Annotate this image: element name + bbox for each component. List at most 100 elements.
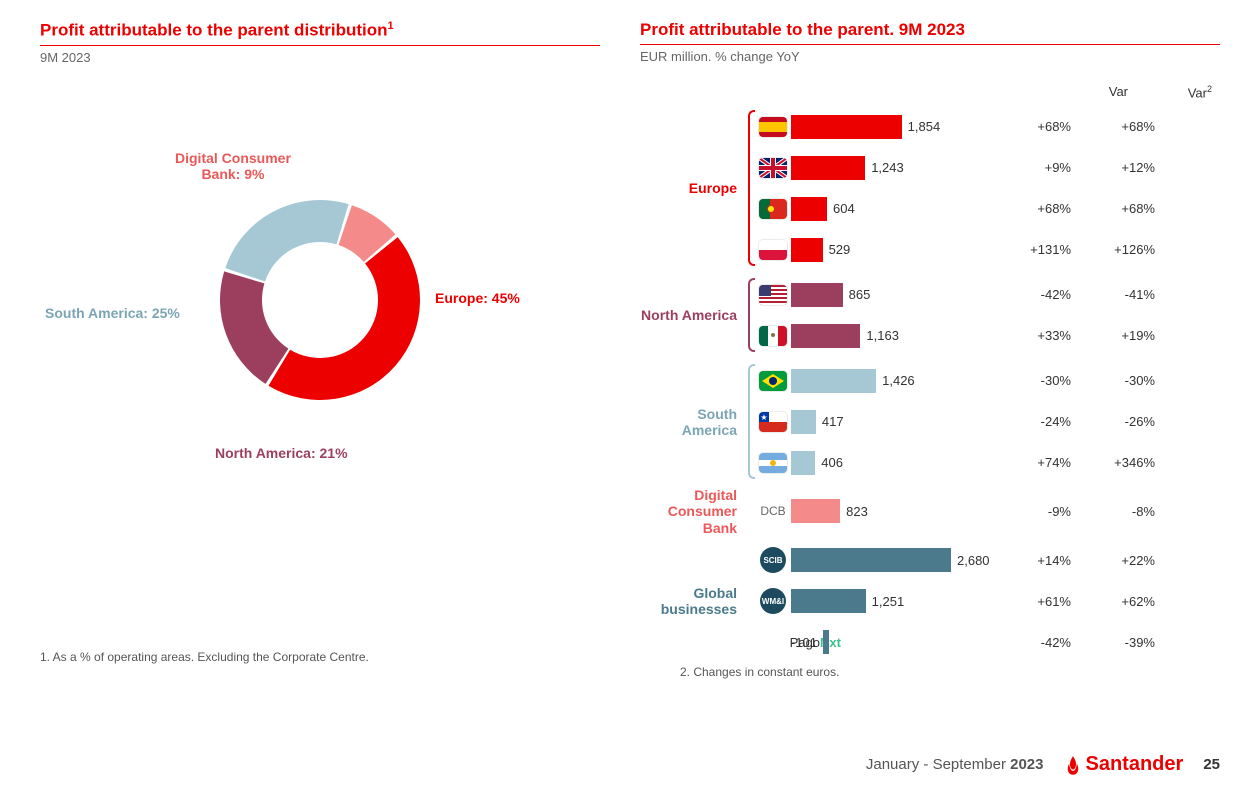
var2: +62% — [1095, 594, 1155, 609]
bar-value: 417 — [822, 414, 844, 429]
group-label: Digital Consumer Bank — [640, 487, 745, 535]
var1: +68% — [1011, 119, 1071, 134]
bar-cell: 1,426 — [791, 369, 1011, 393]
flag-ar — [759, 453, 787, 473]
bar-value: 406 — [821, 455, 843, 470]
right-subtitle: EUR million. % change YoY — [640, 49, 1220, 64]
bar-cell: 2,680 — [791, 548, 1011, 572]
data-row: 1,854+68%+68% — [755, 106, 1220, 147]
var2: +68% — [1095, 201, 1155, 216]
group-label: North America — [640, 307, 745, 323]
bar-cell: 417 — [791, 410, 1011, 434]
var1: -42% — [1011, 287, 1071, 302]
var1: +14% — [1011, 553, 1071, 568]
flag-gb — [759, 158, 787, 178]
data-row: 604 +68% +68% — [755, 188, 1220, 229]
footnote-1: 1. As a % of operating areas. Excluding … — [40, 650, 369, 664]
bar — [791, 499, 840, 523]
data-row: 865-42%-41% — [755, 274, 1220, 315]
bar-cell: 823 — [791, 499, 1011, 523]
var1: +74% — [1011, 455, 1071, 470]
col-var1: Var — [1068, 84, 1128, 100]
flame-icon — [1064, 754, 1082, 776]
flag-cell — [755, 453, 791, 473]
var1: +131% — [1011, 242, 1071, 257]
flag-cell — [755, 285, 791, 305]
data-row: 406+74%+346% — [755, 442, 1220, 483]
data-row: SCIB2,680+14%+22% — [755, 540, 1220, 581]
footnote-2: 2. Changes in constant euros. — [680, 665, 839, 679]
left-subtitle: 9M 2023 — [40, 50, 600, 65]
flag-cell — [755, 326, 791, 346]
data-row: ★ 417 -24% -26% — [755, 401, 1220, 442]
bar-value: 1,243 — [871, 160, 904, 175]
bar — [791, 451, 815, 475]
right-title: Profit attributable to the parent. 9M 20… — [640, 20, 1220, 45]
bar — [791, 115, 902, 139]
var2: +19% — [1095, 328, 1155, 343]
bar — [791, 369, 876, 393]
data-row: PagoNxt-101-42%-39% — [755, 622, 1220, 663]
flag-cell: ★ — [755, 412, 791, 432]
var1: +61% — [1011, 594, 1071, 609]
var2: -39% — [1095, 635, 1155, 650]
flag-es — [759, 117, 787, 137]
var2: +126% — [1095, 242, 1155, 257]
bar-value: 529 — [829, 242, 851, 257]
left-title: Profit attributable to the parent distri… — [40, 20, 600, 46]
bar-value: 1,251 — [872, 594, 905, 609]
flag-br — [759, 371, 787, 391]
col-headers: Var Var2 — [640, 84, 1220, 100]
group-label: Global businesses — [640, 585, 745, 617]
var1: +33% — [1011, 328, 1071, 343]
bar — [791, 589, 866, 613]
var2: +12% — [1095, 160, 1155, 175]
page-number: 25 — [1203, 756, 1220, 773]
bar — [791, 548, 951, 572]
group-digital-consumer-bank: Digital Consumer BankDCB823-9%-8% — [640, 487, 1220, 535]
var2: +22% — [1095, 553, 1155, 568]
santander-logo: Santander — [1064, 753, 1184, 776]
flag-us — [759, 285, 787, 305]
data-row: 1,426-30%-30% — [755, 360, 1220, 401]
data-row: WM&I 1,251 +61% +62% — [755, 581, 1220, 622]
donut-label: Europe: 45% — [435, 290, 520, 306]
var2: -26% — [1095, 414, 1155, 429]
bracket — [745, 106, 755, 270]
var2: +68% — [1095, 119, 1155, 134]
flag-cl: ★ — [759, 412, 787, 432]
group-label: South America — [640, 406, 745, 438]
flag-cell: DCB — [755, 504, 791, 518]
var1: -42% — [1011, 635, 1071, 650]
bar-cell: 1,243 — [791, 156, 1011, 180]
flag-cell — [755, 371, 791, 391]
flag-cell — [755, 240, 791, 260]
donut-label: North America: 21% — [215, 445, 348, 461]
bar — [791, 197, 827, 221]
left-title-text: Profit attributable to the parent distri… — [40, 21, 388, 40]
bar-value: 604 — [833, 201, 855, 216]
bar — [823, 630, 829, 654]
flag-cell — [755, 117, 791, 137]
var1: -9% — [1011, 504, 1071, 519]
var1: -24% — [1011, 414, 1071, 429]
bar-value: 823 — [846, 504, 868, 519]
var1: +68% — [1011, 201, 1071, 216]
bar-value: 1,163 — [866, 328, 899, 343]
bar-cell: 1,251 — [791, 589, 1011, 613]
data-row: 529 +131% +126% — [755, 229, 1220, 270]
bar — [791, 238, 823, 262]
svg-text:★: ★ — [760, 413, 767, 422]
flag-cell: WM&I — [755, 588, 791, 614]
footer: January - September 2023 Santander 25 — [40, 753, 1220, 776]
flag-pl — [759, 240, 787, 260]
bar-cell: 604 — [791, 197, 1011, 221]
right-panel: Profit attributable to the parent. 9M 20… — [640, 20, 1220, 667]
donut-label: Digital ConsumerBank: 9% — [175, 150, 291, 182]
bar-cell: -101 — [791, 630, 1011, 654]
flag-cell — [755, 199, 791, 219]
bar-cell: 865 — [791, 283, 1011, 307]
left-panel: Profit attributable to the parent distri… — [40, 20, 600, 667]
bar-table: Var Var2 Europe1,854+68%+68%1,243+9%+12%… — [640, 84, 1220, 663]
flag-mx — [759, 326, 787, 346]
